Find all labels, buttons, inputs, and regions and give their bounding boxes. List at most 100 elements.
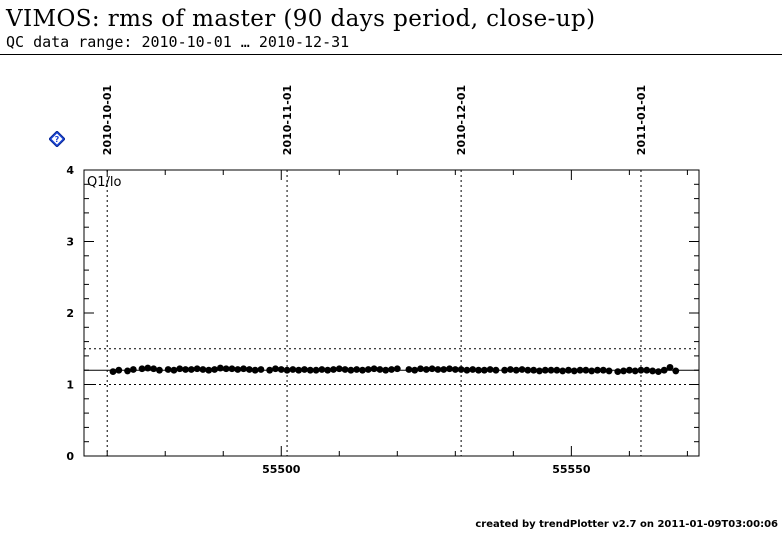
data-point xyxy=(199,366,207,373)
panel-label: Q1/lo xyxy=(87,175,121,190)
data-point xyxy=(353,366,361,373)
data-point xyxy=(176,365,184,373)
y-tick-label: 4 xyxy=(66,164,74,177)
data-point xyxy=(388,366,395,373)
data-point xyxy=(124,367,131,375)
data-point xyxy=(492,366,500,374)
data-point xyxy=(222,365,230,373)
data-point xyxy=(559,367,567,375)
data-point xyxy=(672,367,680,375)
data-point xyxy=(359,366,366,374)
data-point xyxy=(417,365,424,373)
data-point xyxy=(187,366,195,373)
data-point xyxy=(620,367,627,375)
y-tick-label: 2 xyxy=(66,307,74,320)
footer-credit: created by trendPlotter v2.7 on 2011-01-… xyxy=(475,519,778,530)
data-point xyxy=(115,366,123,374)
data-point xyxy=(518,366,526,373)
data-point xyxy=(599,366,607,374)
data-point xyxy=(301,366,308,373)
data-point xyxy=(451,366,459,373)
data-point xyxy=(501,366,509,374)
data-point xyxy=(364,366,372,373)
data-point xyxy=(654,368,662,376)
data-point xyxy=(324,366,332,374)
data-point xyxy=(507,366,514,373)
data-point xyxy=(245,366,253,373)
data-point xyxy=(251,366,259,374)
data-point xyxy=(649,367,656,375)
data-point xyxy=(637,366,645,374)
data-point xyxy=(164,366,172,373)
y-tick-label: 3 xyxy=(66,236,74,249)
data-point xyxy=(457,366,465,373)
data-point xyxy=(277,366,285,373)
data-point xyxy=(666,363,674,371)
data-point xyxy=(347,366,355,374)
data-point xyxy=(266,366,274,374)
data-point xyxy=(170,366,178,374)
data-point xyxy=(216,364,224,372)
data-point xyxy=(393,365,401,373)
y-tick-label: 1 xyxy=(66,379,74,392)
data-point xyxy=(370,365,378,373)
data-point xyxy=(330,366,337,373)
y-tick-label: 0 xyxy=(66,450,74,463)
data-point xyxy=(312,366,320,374)
data-point xyxy=(156,366,163,374)
data-point xyxy=(512,366,520,374)
data-point xyxy=(625,366,633,374)
data-point xyxy=(524,366,532,374)
data-point xyxy=(576,366,584,374)
data-point xyxy=(565,366,572,374)
data-point xyxy=(205,366,213,374)
data-point xyxy=(382,366,390,374)
data-point xyxy=(234,366,242,373)
data-point xyxy=(434,366,442,373)
data-point xyxy=(631,367,639,375)
data-point xyxy=(318,366,326,373)
data-point xyxy=(257,366,265,373)
data-point xyxy=(193,365,201,373)
data-point xyxy=(588,367,596,375)
help-diamond-icon[interactable]: ? xyxy=(49,131,65,147)
data-point xyxy=(335,365,343,373)
data-point xyxy=(643,366,651,374)
x-tick-label: 55500 xyxy=(262,463,301,476)
data-point xyxy=(405,366,413,373)
date-marker-label: 2010-12-01 xyxy=(455,85,468,155)
header-divider xyxy=(0,54,782,55)
data-point xyxy=(240,365,247,373)
data-point xyxy=(547,366,555,374)
data-point xyxy=(475,366,482,374)
data-point xyxy=(182,366,189,373)
data-point xyxy=(463,366,471,374)
data-point xyxy=(376,366,384,373)
plot-frame xyxy=(83,169,700,457)
data-point xyxy=(446,365,453,373)
data-point xyxy=(411,366,419,374)
data-point xyxy=(144,364,152,372)
chart-subtitle: QC data range: 2010-10-01 … 2010-12-31 xyxy=(6,33,350,51)
data-point xyxy=(428,365,436,373)
data-point xyxy=(614,368,622,376)
data-point xyxy=(129,366,137,373)
data-point xyxy=(480,366,488,374)
date-marker-label: 2011-01-01 xyxy=(635,85,648,155)
data-point xyxy=(272,365,279,373)
date-marker-label: 2010-10-01 xyxy=(101,85,114,155)
data-point xyxy=(440,366,448,373)
data-point xyxy=(541,366,549,374)
data-point xyxy=(295,366,303,374)
data-point xyxy=(289,366,297,373)
data-point xyxy=(150,365,158,373)
date-marker-label: 2010-11-01 xyxy=(281,85,294,155)
data-point xyxy=(306,366,314,374)
data-point xyxy=(422,366,430,373)
data-point xyxy=(536,367,543,375)
chart-title: VIMOS: rms of master (90 days period, cl… xyxy=(6,6,596,32)
data-point xyxy=(594,366,601,374)
data-point xyxy=(570,367,578,375)
data-point xyxy=(283,366,291,374)
data-point xyxy=(341,366,349,373)
